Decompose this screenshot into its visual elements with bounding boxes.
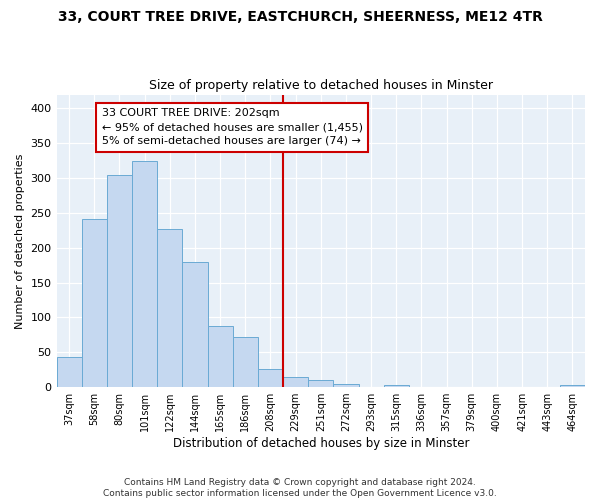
- Bar: [107, 174, 132, 387]
- Bar: [334, 384, 359, 387]
- Text: 33, COURT TREE DRIVE, EASTCHURCH, SHEERNESS, ME12 4TR: 33, COURT TREE DRIVE, EASTCHURCH, SHEERN…: [58, 10, 542, 24]
- Bar: [560, 385, 585, 387]
- Bar: [283, 376, 308, 387]
- Text: 33 COURT TREE DRIVE: 202sqm
← 95% of detached houses are smaller (1,455)
5% of s: 33 COURT TREE DRIVE: 202sqm ← 95% of det…: [102, 108, 363, 146]
- Bar: [233, 337, 258, 387]
- Bar: [132, 160, 157, 387]
- Bar: [258, 369, 283, 387]
- Bar: [208, 326, 233, 387]
- Bar: [383, 385, 409, 387]
- Bar: [308, 380, 334, 387]
- X-axis label: Distribution of detached houses by size in Minster: Distribution of detached houses by size …: [173, 437, 469, 450]
- Bar: [82, 219, 107, 387]
- Bar: [56, 357, 82, 387]
- Title: Size of property relative to detached houses in Minster: Size of property relative to detached ho…: [149, 79, 493, 92]
- Y-axis label: Number of detached properties: Number of detached properties: [15, 153, 25, 328]
- Bar: [182, 262, 208, 387]
- Text: Contains HM Land Registry data © Crown copyright and database right 2024.
Contai: Contains HM Land Registry data © Crown c…: [103, 478, 497, 498]
- Bar: [157, 229, 182, 387]
